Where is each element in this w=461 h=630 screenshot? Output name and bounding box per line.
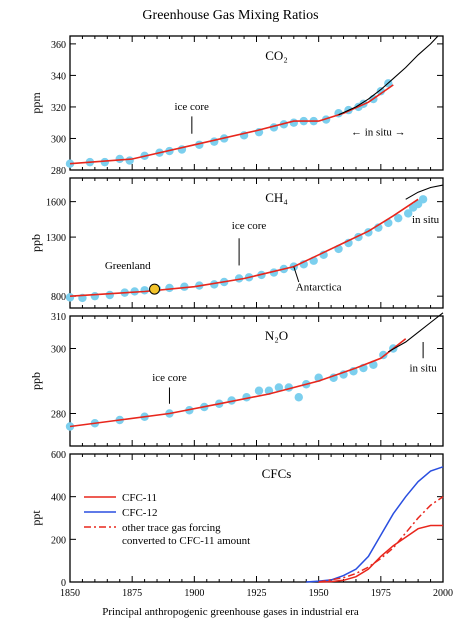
panel-1-y-tick-label: 280 <box>51 166 66 177</box>
panel-2-data-point <box>403 209 413 218</box>
panel-1-frame <box>69 35 444 171</box>
panel-1-data-point <box>289 118 298 127</box>
panel-3-y-axis-label: ppb <box>29 372 43 390</box>
panel-3-in-situ-label: in situ <box>410 362 438 374</box>
panel-3-ice-core-label: ice core <box>152 372 187 384</box>
panel-3-frame <box>69 315 444 447</box>
panel-1-data-point <box>100 157 110 167</box>
panel-3-y-tick-label: 300 <box>51 345 66 356</box>
panel-2-data-point <box>90 291 100 301</box>
panel-4-panel-label: CFCs <box>262 466 292 481</box>
panel-2-data-point <box>105 290 114 300</box>
panel-2-data-point <box>418 195 428 204</box>
panel-2-ice-core-label: ice core <box>232 220 267 232</box>
panel-3-data-point <box>254 386 264 395</box>
panel-2-y-tick-label: 1600 <box>46 198 66 209</box>
panel-1-y-tick-label: 300 <box>51 134 66 145</box>
panel-4-y-tick-label: 400 <box>51 493 66 504</box>
panel-2-greenland-label: Greenland <box>105 260 151 272</box>
panel-1-data-point <box>115 154 124 164</box>
panel-3-data-point <box>294 393 303 402</box>
panel-1-y-axis-label: ppm <box>29 92 43 114</box>
panel-4-x-tick-label: 1900 <box>184 588 204 599</box>
panel-3-in-situ-line <box>388 312 444 353</box>
panel-2-data-point <box>234 274 244 283</box>
panel-2-data-point <box>165 283 174 293</box>
panel-2-in-situ-line <box>405 184 444 200</box>
panel-3-y-tick-label: 280 <box>51 410 66 421</box>
panel-4-x-tick-label: 2000 <box>433 588 453 599</box>
panel-2-antarctica-arrow <box>293 266 300 283</box>
panel-4-x-tick-label: 1925 <box>247 588 267 599</box>
panel-1-in-situ-line <box>338 35 439 116</box>
panel-2-y-tick-label: 800 <box>51 292 66 303</box>
panel-1-data-point <box>376 86 386 96</box>
panel-2-fit-line <box>69 198 419 297</box>
panel-4-x-tick-label: 1850 <box>60 588 80 599</box>
panel-4-legend-label: CFC-12 <box>122 507 157 519</box>
figure-caption: Principal anthropogenic greenhouse gases… <box>102 606 359 618</box>
panel-4-series-line <box>318 496 444 583</box>
panel-2-frame <box>69 177 444 309</box>
panel-2-panel-label: CH₄ <box>265 190 288 205</box>
panel-4-x-tick-label: 1875 <box>122 588 142 599</box>
panel-4-y-tick-label: 200 <box>51 535 66 546</box>
panel-3-data-point <box>227 396 236 405</box>
panel-3-fit-line <box>69 338 407 428</box>
panel-1-ice-core-label: ice core <box>174 101 209 113</box>
panel-4-y-tick-label: 0 <box>61 578 66 589</box>
panel-1-data-point <box>125 156 134 165</box>
panel-2-y-axis-label: ppb <box>29 234 43 252</box>
panel-1-in-situ-label: ← in situ → <box>351 126 406 138</box>
panel-2-greenland-point <box>149 283 161 295</box>
panel-4-legend-label: other trace gas forcing converted to CFC-… <box>122 522 250 547</box>
panel-1-y-tick-label: 320 <box>51 103 66 114</box>
panel-4-y-axis-label: ppt <box>29 510 43 526</box>
panel-2-data-point <box>65 293 75 302</box>
panel-4-x-tick-label: 1975 <box>371 588 391 599</box>
panel-1-fit-line <box>69 84 394 165</box>
panel-2-data-point <box>394 213 403 223</box>
panel-4-series-line <box>306 466 444 583</box>
panel-1-y-tick-label: 360 <box>51 40 66 51</box>
panel-1-panel-label: CO₂ <box>265 48 288 63</box>
panel-4-legend-label: CFC-11 <box>122 492 157 504</box>
panel-2-antarctica-label: Antarctica <box>296 281 342 293</box>
panel-3-panel-label: N₂O <box>265 328 288 343</box>
panel-4-series-line <box>318 524 443 583</box>
figure-title: Greenhouse Gas Mixing Ratios <box>142 8 319 23</box>
panel-1-y-tick-label: 340 <box>51 71 66 82</box>
panel-2-y-tick-label: 1300 <box>46 233 66 244</box>
panel-2-data-point <box>140 286 149 295</box>
panel-4-x-tick-label: 1950 <box>309 588 329 599</box>
panel-4-y-tick-label: 600 <box>51 450 66 461</box>
panel-3-data-point <box>274 383 284 392</box>
panel-2-data-point <box>180 282 189 291</box>
panel-3-y-tick-label: 310 <box>51 312 66 323</box>
panel-2-in-situ-label: in situ <box>412 214 440 226</box>
